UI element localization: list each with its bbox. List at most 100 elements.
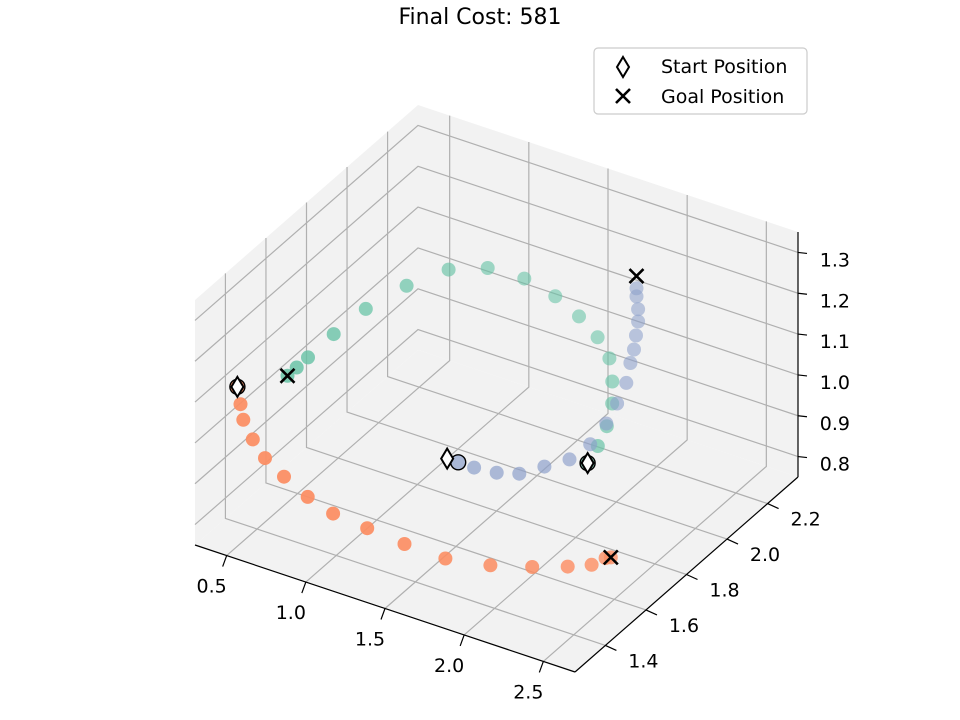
series-0-start-marker	[580, 451, 595, 476]
y-tick-mark-1	[645, 609, 658, 616]
series-2-point-10	[623, 356, 638, 370]
series-2-point-3	[512, 466, 527, 481]
series-1-point-14	[584, 557, 599, 572]
series-2-point-8	[610, 396, 625, 411]
series-2-point-16	[629, 281, 644, 296]
grid-line-y-0	[224, 273, 606, 646]
series-0-point-11	[441, 262, 456, 277]
data-points	[229, 261, 646, 574]
axes-panes	[195, 105, 798, 672]
series-1-point-10	[438, 551, 453, 566]
series-2-point-11	[627, 342, 641, 357]
axes-ticks: 0.5 1.0 1.5 2.0 2.5 1.4 1.6 1.8 2.0 2.2 0.8 0.9 1.0 1…	[197, 249, 850, 703]
y-tick-mark-4	[767, 503, 779, 510]
series-0-point-4	[605, 374, 620, 389]
chart-title: Final Cost: 581	[398, 5, 561, 30]
series-2-point-12	[629, 328, 643, 343]
grid-line-z-2	[194, 247, 799, 444]
series-1-point-12	[525, 560, 540, 574]
grid-line-z-4	[194, 165, 799, 362]
series-0-point-7	[572, 309, 586, 324]
x-tick-mark-3	[459, 634, 465, 647]
y-tick-mark-0	[605, 644, 617, 651]
legend-goal-label: Goal Position	[661, 86, 784, 108]
series-1-goal-marker	[602, 549, 619, 566]
x-tick-label-4: 2.5	[513, 681, 543, 703]
z-tick-mark-0	[797, 455, 808, 459]
series-2	[439, 268, 646, 481]
grid-line-y-4	[386, 131, 768, 505]
x-tick-mark-2	[380, 608, 386, 620]
series-0-point-13	[358, 301, 373, 316]
grid-line-y-3	[346, 167, 728, 540]
grid-line-x-4	[542, 221, 767, 662]
series-2-point-14	[631, 302, 646, 317]
legend-frame	[593, 47, 808, 115]
y-tick-label-1: 1.6	[669, 615, 699, 637]
series-0-point-9	[517, 271, 532, 286]
z-tick-mark-3	[797, 333, 808, 336]
z-tick-mark-2	[797, 374, 808, 377]
z-tick-label-1: 0.9	[820, 413, 850, 435]
series-1-start-marker	[230, 374, 245, 399]
series-1-point-2	[236, 412, 251, 427]
series-2-point-9	[619, 375, 634, 390]
z-tick-mark-5	[797, 251, 808, 255]
series-2-point-4	[537, 459, 552, 474]
grid-line-z-5	[194, 124, 799, 321]
grid-line-x-0	[226, 115, 451, 557]
x-tick-mark-4	[538, 661, 544, 673]
x-tick-label-3: 2.0	[434, 655, 464, 677]
grid-line-z-1	[194, 288, 799, 485]
series-0-point-8	[548, 289, 563, 304]
series-0-point-6	[590, 330, 605, 345]
series-0-point-14	[326, 327, 341, 342]
series-1-point-1	[233, 397, 248, 412]
series-0-goal-marker	[279, 367, 296, 384]
grid-line-x-1	[305, 142, 530, 583]
x-tick-mark-0	[222, 555, 228, 567]
grid-line-x-2	[384, 168, 609, 609]
x-tick-mark-1	[301, 581, 307, 594]
series-0-point-10	[480, 261, 495, 275]
x-tick-label-2: 1.5	[355, 629, 385, 651]
series-1-point-5	[277, 469, 291, 484]
series-1-point-6	[300, 489, 315, 504]
grid-line-y-1	[265, 237, 647, 611]
series-1-point-13	[560, 559, 575, 574]
series-2-point-6	[583, 437, 598, 452]
series-1-point-8	[360, 521, 375, 536]
series-0-point-12	[399, 278, 414, 293]
series-2-start-marker	[439, 446, 455, 471]
series-1-point-4	[258, 451, 272, 466]
legend-start-label: Start Position	[661, 56, 787, 78]
y-tick-mark-3	[726, 538, 739, 545]
series-0-point-15	[301, 350, 315, 365]
grid-line-y-2	[305, 202, 687, 576]
series-2-goal-marker	[628, 268, 645, 284]
z-tick-label-3: 1.1	[820, 331, 850, 353]
x-tick-label-1: 1.0	[276, 602, 306, 624]
legend-start-marker-icon	[615, 55, 631, 79]
x-tick-label-0: 0.5	[197, 576, 227, 598]
series-2-point-1	[467, 460, 482, 475]
y-tick-label-0: 1.4	[628, 650, 658, 672]
grid-line-z-3	[194, 206, 799, 403]
legend-goal-marker-icon	[615, 88, 631, 104]
z-tick-mark-1	[797, 415, 808, 418]
series-1-point-3	[245, 432, 260, 447]
y-tick-label-4: 2.2	[790, 509, 820, 531]
series-0-point-5	[602, 351, 617, 366]
series-1	[229, 374, 619, 574]
legend: Start Position Goal Position	[593, 47, 808, 115]
series-2-point-2	[489, 465, 504, 480]
z-tick-label-4: 1.2	[820, 290, 850, 312]
z-tick-label-2: 1.0	[820, 372, 850, 394]
y-tick-mark-2	[686, 573, 698, 581]
series-1-point-7	[326, 506, 341, 521]
series-2-point-13	[631, 314, 646, 329]
y-tick-label-2: 1.8	[709, 580, 739, 602]
z-tick-label-5: 1.3	[820, 249, 850, 271]
series-2-point-5	[562, 452, 577, 467]
